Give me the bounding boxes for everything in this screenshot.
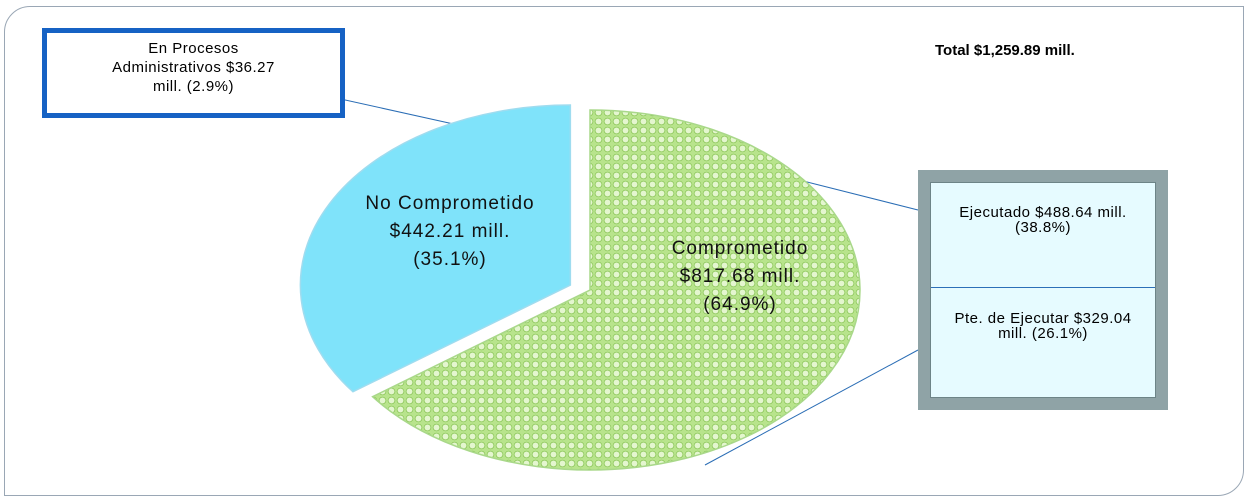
slice-label: No Comprometido $442.21 mill. (35.1%) <box>365 190 535 274</box>
callout-box: Ejecutado $488.64 mill. (38.8%) Pte. de … <box>918 170 1168 410</box>
slice-value: $442.21 mill. (35.1%) <box>389 221 511 270</box>
connector <box>704 349 919 466</box>
callout-inner: Ejecutado $488.64 mill. (38.8%) Pte. de … <box>930 182 1156 398</box>
frame <box>4 6 1244 496</box>
callout: En Procesos Administrativos $36.27 mill.… <box>42 28 345 118</box>
callout-text: Ejecutado $488.64 mill. (38.8%) <box>959 204 1127 236</box>
chart-title: Total $1,259.89 mill. <box>935 42 1075 59</box>
slice-name: Comprometido <box>671 238 809 259</box>
pie-slice <box>371 109 861 471</box>
pie-slice <box>299 104 572 393</box>
slice-value: $817.68 mill. (64.9%) <box>679 266 801 315</box>
callout-text: Pte. de Ejecutar $329.04 mill. (26.1%) <box>954 310 1132 342</box>
divider <box>931 287 1155 288</box>
slice-label: Comprometido $817.68 mill. (64.9%) <box>655 235 825 319</box>
slice-name: No Comprometido <box>365 193 535 214</box>
